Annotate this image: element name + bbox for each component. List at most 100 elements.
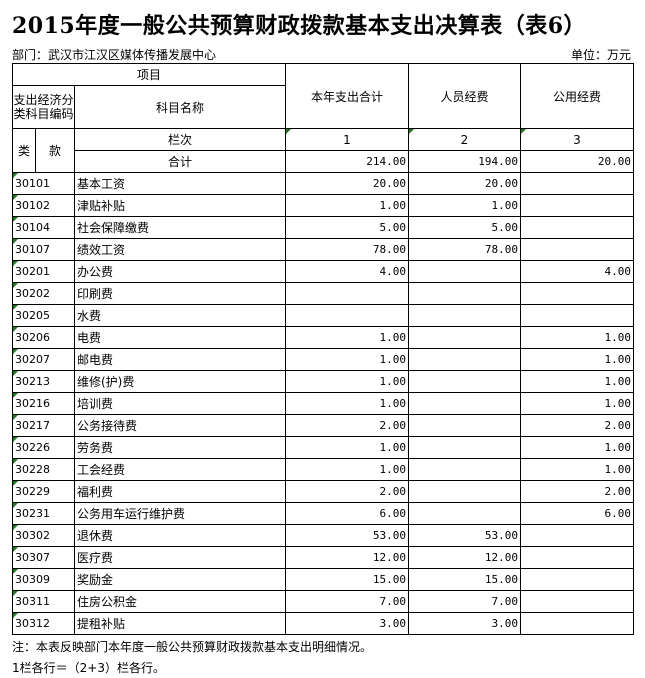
row-code: 30231 xyxy=(12,502,75,525)
table-row: 30231 公务用车运行维护费 6.00 6.00 xyxy=(12,502,634,525)
row-name: 提租补贴 xyxy=(74,612,286,635)
note-2: 1栏各行＝（2+3）栏各行。 xyxy=(12,661,165,675)
row-code: 30102 xyxy=(12,194,75,217)
table-row: 30102 津贴补贴 1.00 1.00 xyxy=(12,194,634,217)
row-col1: 6.00 xyxy=(285,502,409,525)
row-col2 xyxy=(408,436,521,459)
row-col2 xyxy=(408,502,521,525)
row-name: 奖励金 xyxy=(74,568,286,591)
row-code: 30104 xyxy=(12,216,75,239)
row-code: 30207 xyxy=(12,348,75,371)
table-row: 30101 基本工资 20.00 20.00 xyxy=(12,172,634,195)
row-code: 30229 xyxy=(12,480,75,503)
row-name: 工会经费 xyxy=(74,458,286,481)
col-number-2: 2 xyxy=(408,128,521,151)
row-code: 30217 xyxy=(12,414,75,437)
note-1: 注：本表反映部门本年度一般公共预算财政拨款基本支出明细情况。 xyxy=(12,640,373,654)
row-name: 水费 xyxy=(74,304,286,327)
row-col3 xyxy=(520,304,634,327)
row-code: 30216 xyxy=(12,392,75,415)
row-col2 xyxy=(408,348,521,371)
header-name: 科目名称 xyxy=(74,85,286,129)
department-label: 部门：武汉市江汉区媒体传播发展中心 xyxy=(12,48,217,62)
row-col2 xyxy=(408,304,521,327)
row-col3: 1.00 xyxy=(520,348,634,371)
row-name: 公务用车运行维护费 xyxy=(74,502,286,525)
col-number-1: 1 xyxy=(285,128,409,151)
row-col1: 5.00 xyxy=(285,216,409,239)
row-col1: 1.00 xyxy=(285,326,409,349)
row-col1: 4.00 xyxy=(285,260,409,283)
row-name: 公务接待费 xyxy=(74,414,286,437)
header-code: 支出经济分类科目编码 xyxy=(13,93,74,121)
row-code: 30307 xyxy=(12,546,75,569)
row-col1 xyxy=(285,282,409,305)
row-col3: 1.00 xyxy=(520,436,634,459)
row-name: 劳务费 xyxy=(74,436,286,459)
row-code: 30206 xyxy=(12,326,75,349)
row-col3: 6.00 xyxy=(520,502,634,525)
row-col3 xyxy=(520,590,634,613)
table-row: 30104 社会保障缴费 5.00 5.00 xyxy=(12,216,634,239)
row-col1: 78.00 xyxy=(285,238,409,261)
row-col1: 1.00 xyxy=(285,392,409,415)
row-name: 社会保障缴费 xyxy=(74,216,286,239)
row-name: 印刷费 xyxy=(74,282,286,305)
header-kuan: 款 xyxy=(35,128,75,173)
row-col1: 53.00 xyxy=(285,524,409,547)
row-col3: 1.00 xyxy=(520,370,634,393)
row-col1: 1.00 xyxy=(285,370,409,393)
row-col3: 1.00 xyxy=(520,326,634,349)
header-col2: 人员经费 xyxy=(408,63,521,129)
row-col3: 4.00 xyxy=(520,260,634,283)
header-lanci: 栏次 xyxy=(74,128,286,151)
row-col2 xyxy=(408,480,521,503)
row-name: 津贴补贴 xyxy=(74,194,286,217)
row-col3: 2.00 xyxy=(520,414,634,437)
table-row: 30206 电费 1.00 1.00 xyxy=(12,326,634,349)
row-col1: 1.00 xyxy=(285,436,409,459)
table-row: 30205 水费 xyxy=(12,304,634,327)
row-col3 xyxy=(520,546,634,569)
row-col2: 7.00 xyxy=(408,590,521,613)
row-col1: 7.00 xyxy=(285,590,409,613)
row-col2: 78.00 xyxy=(408,238,521,261)
table-row: 30216 培训费 1.00 1.00 xyxy=(12,392,634,415)
row-col2 xyxy=(408,370,521,393)
row-name: 福利费 xyxy=(74,480,286,503)
row-name: 退休费 xyxy=(74,524,286,547)
table-row: 30302 退休费 53.00 53.00 xyxy=(12,524,634,547)
header-col3: 公用经费 xyxy=(520,63,634,129)
table-row: 30202 印刷费 xyxy=(12,282,634,305)
row-code: 30312 xyxy=(12,612,75,635)
header-lei: 类 xyxy=(12,128,36,173)
row-col2 xyxy=(408,326,521,349)
row-col3 xyxy=(520,194,634,217)
budget-table: 项目 本年支出合计 人员经费 公用经费 支出经济分类科目编码 科目名称 类 款 … xyxy=(12,63,634,635)
row-col1: 1.00 xyxy=(285,194,409,217)
total-col2: 194.00 xyxy=(408,150,521,173)
row-code: 30309 xyxy=(12,568,75,591)
row-col1: 3.00 xyxy=(285,612,409,635)
row-code: 30205 xyxy=(12,304,75,327)
row-col3 xyxy=(520,568,634,591)
row-col2: 1.00 xyxy=(408,194,521,217)
row-name: 邮电费 xyxy=(74,348,286,371)
row-col1: 2.00 xyxy=(285,480,409,503)
row-code: 30226 xyxy=(12,436,75,459)
row-name: 电费 xyxy=(74,326,286,349)
row-code: 30107 xyxy=(12,238,75,261)
row-col2 xyxy=(408,392,521,415)
row-col2 xyxy=(408,260,521,283)
row-code: 30101 xyxy=(12,172,75,195)
row-name: 基本工资 xyxy=(74,172,286,195)
row-name: 住房公积金 xyxy=(74,590,286,613)
row-code: 30302 xyxy=(12,524,75,547)
row-col3 xyxy=(520,282,634,305)
row-name: 绩效工资 xyxy=(74,238,286,261)
row-col2 xyxy=(408,282,521,305)
row-col3: 1.00 xyxy=(520,392,634,415)
table-row: 30309 奖励金 15.00 15.00 xyxy=(12,568,634,591)
table-row: 30226 劳务费 1.00 1.00 xyxy=(12,436,634,459)
row-col2 xyxy=(408,414,521,437)
